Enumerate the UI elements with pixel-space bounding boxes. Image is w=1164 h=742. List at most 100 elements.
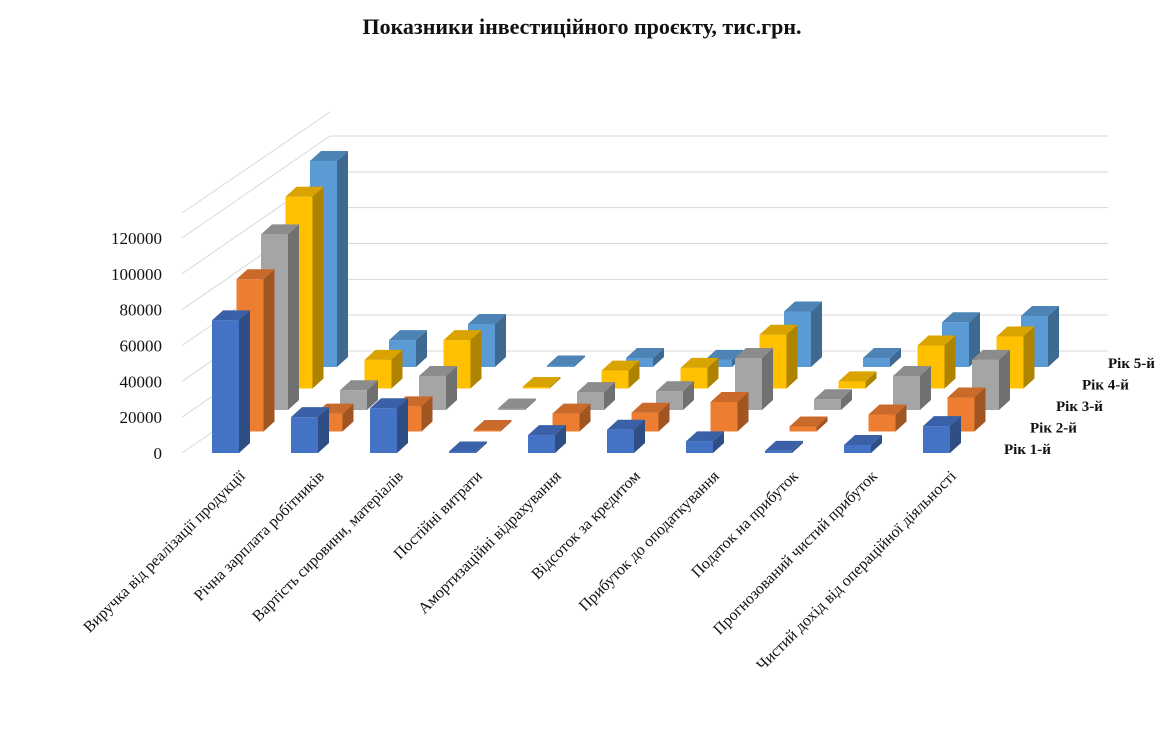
bar: [449, 441, 487, 453]
bar-side: [288, 224, 299, 410]
bar-top: [923, 416, 961, 427]
category-label: Вартість сировини, матеріалів: [249, 467, 407, 625]
bar-side: [707, 357, 719, 389]
bar-side: [476, 441, 487, 453]
bar: [947, 387, 986, 432]
bar: [923, 416, 961, 453]
bar-side: [890, 348, 901, 367]
series-label: Рік 3-й: [1056, 399, 1103, 415]
bar: [547, 355, 585, 367]
bar-top: [607, 419, 645, 430]
bar: [419, 365, 457, 410]
bar-front: [291, 417, 318, 453]
bar-top: [656, 381, 694, 392]
bar-top: [340, 380, 378, 391]
bar-side: [312, 186, 324, 389]
bar-top: [705, 349, 743, 360]
bar-top: [686, 431, 724, 442]
bar-front: [686, 441, 713, 453]
gridline-side: [181, 111, 331, 214]
bar-top: [789, 416, 828, 427]
bar-side: [337, 150, 348, 367]
y-tick-label: 100000: [111, 265, 162, 284]
bar-top: [261, 224, 299, 235]
bar-top: [498, 398, 536, 409]
y-tick-label: 120000: [111, 229, 162, 248]
bar-top: [310, 150, 348, 161]
bar-front: [923, 426, 950, 453]
bar-side: [421, 396, 433, 432]
bar-top: [1021, 305, 1059, 316]
bar: [528, 425, 566, 453]
bar-side: [446, 365, 457, 410]
bar-top: [601, 360, 640, 371]
bar-top: [844, 434, 882, 445]
bar-front: [893, 375, 920, 410]
bar-top: [631, 402, 670, 413]
bar-side: [342, 403, 354, 432]
series-label: Рік 4-й: [1082, 378, 1129, 394]
bar-front: [607, 429, 634, 453]
bar: [291, 407, 329, 453]
bar-top: [972, 349, 1010, 360]
bar-front: [473, 430, 501, 432]
bar-top: [522, 377, 561, 387]
bar-side: [579, 403, 591, 432]
category-label: Річна зарплата робітників: [191, 467, 328, 604]
bar-top: [389, 330, 427, 341]
bar-top: [285, 186, 324, 197]
bar-front: [710, 401, 738, 432]
bar-side: [658, 402, 670, 432]
bar: [838, 371, 877, 389]
bar-top: [947, 387, 986, 398]
bar-top: [364, 349, 403, 360]
bar-top: [236, 269, 275, 280]
bar: [765, 440, 803, 453]
category-label: Амортизаційні відрахування: [415, 467, 565, 617]
bar-front: [449, 451, 476, 453]
bar-front: [838, 381, 866, 389]
series-label: Рік 2-й: [1030, 421, 1077, 437]
bar-top: [784, 301, 822, 312]
bar-side: [895, 404, 907, 432]
bar-side: [969, 312, 980, 367]
bar: [893, 365, 931, 410]
bar-side: [1023, 326, 1035, 389]
category-label: Виручка від реалізації продукції: [80, 467, 249, 636]
bar-side: [786, 324, 798, 389]
bar: [844, 434, 882, 453]
bar-side: [653, 348, 664, 367]
bar-top: [291, 407, 329, 418]
series-label: Рік 1-й: [1004, 442, 1051, 458]
bar-side: [239, 310, 250, 453]
bar-front: [212, 320, 239, 453]
bar-side: [391, 349, 403, 389]
bar-top: [680, 357, 719, 368]
bar-top: [759, 324, 798, 335]
bar-side: [792, 440, 803, 453]
bar-top: [547, 355, 585, 366]
bar-side: [811, 301, 822, 367]
bar: [522, 377, 561, 389]
bar-side: [634, 419, 645, 453]
bar-top: [765, 440, 803, 451]
bar-front: [522, 387, 550, 389]
bar: [473, 420, 512, 432]
bar-top: [868, 404, 907, 415]
bar-top: [710, 391, 749, 402]
bar-front: [868, 414, 896, 432]
y-tick-label: 20000: [120, 408, 163, 427]
bar-front: [370, 408, 397, 453]
bar-side: [500, 420, 512, 432]
bar: [607, 419, 645, 453]
category-label: Прогнозований чистий прибуток: [710, 468, 881, 639]
bar-front: [498, 408, 525, 410]
bar-side: [628, 360, 640, 389]
bar: [814, 389, 852, 410]
bar-side: [263, 269, 275, 432]
bar-top: [626, 348, 664, 359]
bar-side: [737, 391, 749, 432]
bar-side: [416, 330, 427, 367]
bar-side: [604, 382, 615, 410]
bar-side: [1048, 305, 1059, 367]
